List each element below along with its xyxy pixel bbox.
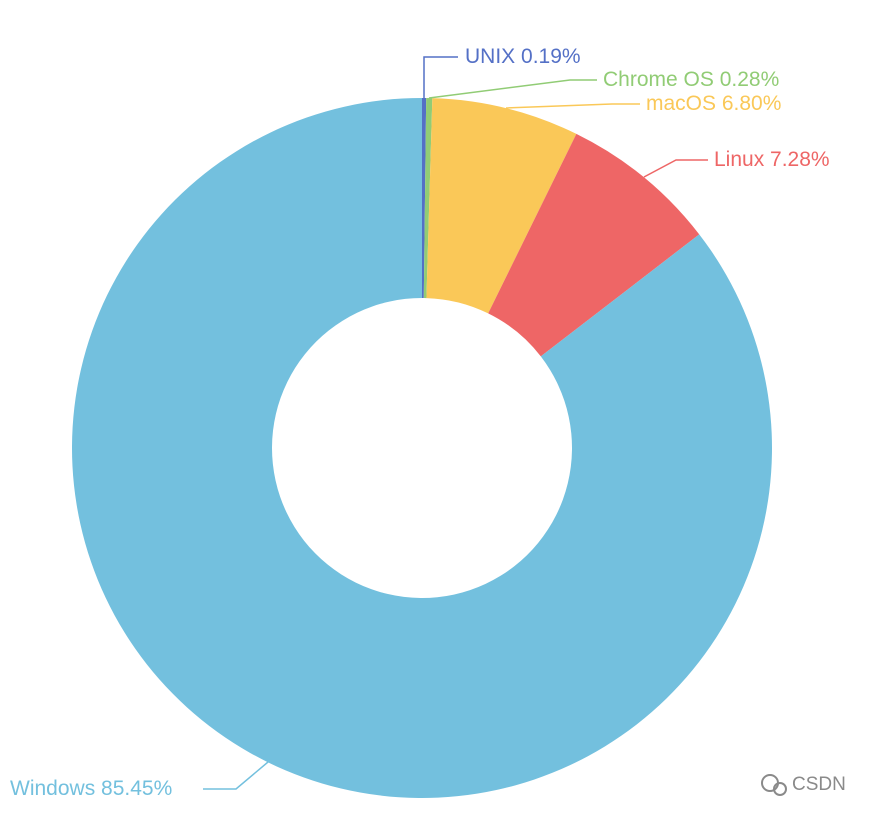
slice xyxy=(488,133,700,357)
slice-value: 0.28% xyxy=(720,68,780,91)
slice xyxy=(422,98,427,299)
watermark: CSDN xyxy=(761,774,846,796)
slice xyxy=(423,98,433,299)
slice-name: UNIX xyxy=(465,45,515,68)
slice-value: 85.45% xyxy=(101,777,172,800)
slice-label: macOS 6.80% xyxy=(646,92,781,115)
slice xyxy=(71,98,772,798)
watermark-icon xyxy=(761,774,779,792)
leader-line xyxy=(428,79,597,99)
watermark-icon xyxy=(773,782,787,796)
slice-label: Linux 7.28% xyxy=(714,148,830,171)
slice-name: macOS xyxy=(646,92,716,115)
slice-name: Linux xyxy=(714,148,765,171)
leader-line xyxy=(505,103,640,109)
slice-value: 7.28% xyxy=(770,148,830,171)
slice-label: Windows 85.45% xyxy=(10,777,172,800)
leader-line xyxy=(643,159,708,178)
slice xyxy=(426,98,577,314)
slice-value: 6.80% xyxy=(722,92,782,115)
leader-line xyxy=(423,56,458,98)
slice-name: Windows xyxy=(10,777,95,800)
slice-label: Chrome OS 0.28% xyxy=(603,68,779,91)
watermark-text: CSDN xyxy=(792,774,846,795)
slice-name: Chrome OS xyxy=(603,68,714,91)
leader-line xyxy=(203,761,269,790)
slice-value: 0.19% xyxy=(521,45,581,68)
slice-label: UNIX 0.19% xyxy=(465,45,581,68)
